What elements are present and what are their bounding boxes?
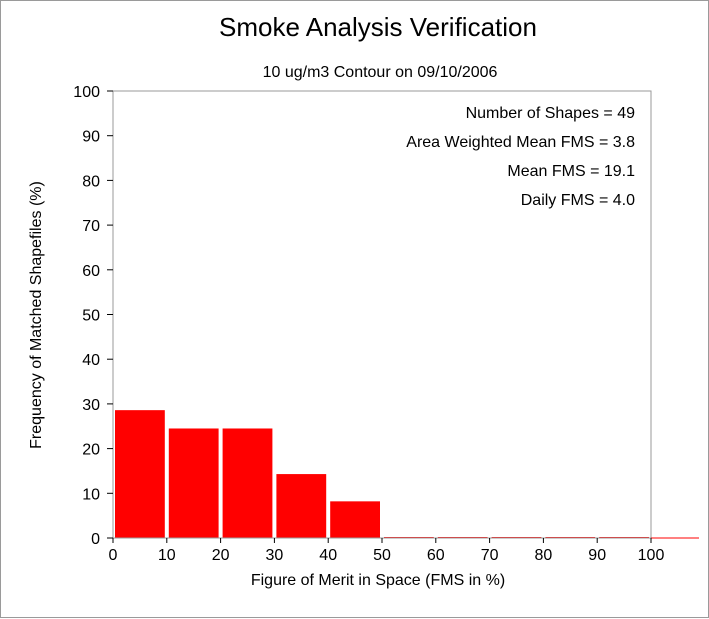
x-tick-label: 40 <box>319 547 337 564</box>
stat-annotation: Mean FMS = 19.1 <box>507 163 635 180</box>
y-tick-label: 90 <box>82 129 100 146</box>
x-tick-label: 90 <box>588 547 606 564</box>
x-tick-label: 60 <box>427 547 445 564</box>
y-tick-label: 50 <box>82 308 100 325</box>
y-axis-label: Frequency of Matched Shapefiles (%) <box>28 181 45 449</box>
y-tick-label: 60 <box>82 263 100 280</box>
x-tick-label: 0 <box>109 547 118 564</box>
y-tick-label: 100 <box>73 84 100 101</box>
y-tick-labels: 0 10 20 30 40 50 60 70 80 90 100 <box>73 84 113 548</box>
chart-subtitle: 10 ug/m3 Contour on 09/10/2006 <box>263 64 498 81</box>
x-tick-label: 80 <box>535 547 553 564</box>
y-tick-label: 10 <box>82 486 100 503</box>
y-tick-label: 30 <box>82 397 100 414</box>
y-tick-label: 80 <box>82 173 100 190</box>
histogram-bar-3 <box>276 474 327 538</box>
stat-annotation: Area Weighted Mean FMS = 3.8 <box>406 134 635 151</box>
x-tick-labels: 0 10 20 30 40 50 60 70 80 90 100 <box>109 538 665 564</box>
histogram-bar-1 <box>168 428 219 538</box>
stat-annotation: Daily FMS = 4.0 <box>521 192 635 209</box>
x-tick-label: 100 <box>638 547 665 564</box>
y-tick-label: 0 <box>91 531 100 548</box>
y-tick-label: 70 <box>82 218 100 235</box>
x-tick-label: 10 <box>158 547 176 564</box>
x-tick-label: 50 <box>373 547 391 564</box>
y-tick-label: 20 <box>82 442 100 459</box>
y-tick-label: 40 <box>82 352 100 369</box>
x-tick-label: 30 <box>266 547 284 564</box>
bar-group <box>115 410 649 538</box>
x-tick-label: 70 <box>481 547 499 564</box>
stat-annotation: Number of Shapes = 49 <box>466 105 636 122</box>
histogram-bar-0 <box>115 410 165 538</box>
histogram-bar-2 <box>222 428 273 538</box>
x-axis-label: Figure of Merit in Space (FMS in %) <box>251 572 505 589</box>
stats-annotations: Number of Shapes = 49 Area Weighted Mean … <box>406 105 635 209</box>
chart-title: Smoke Analysis Verification <box>219 12 537 42</box>
x-tick-label: 20 <box>212 547 230 564</box>
histogram-bar-4 <box>330 501 380 538</box>
